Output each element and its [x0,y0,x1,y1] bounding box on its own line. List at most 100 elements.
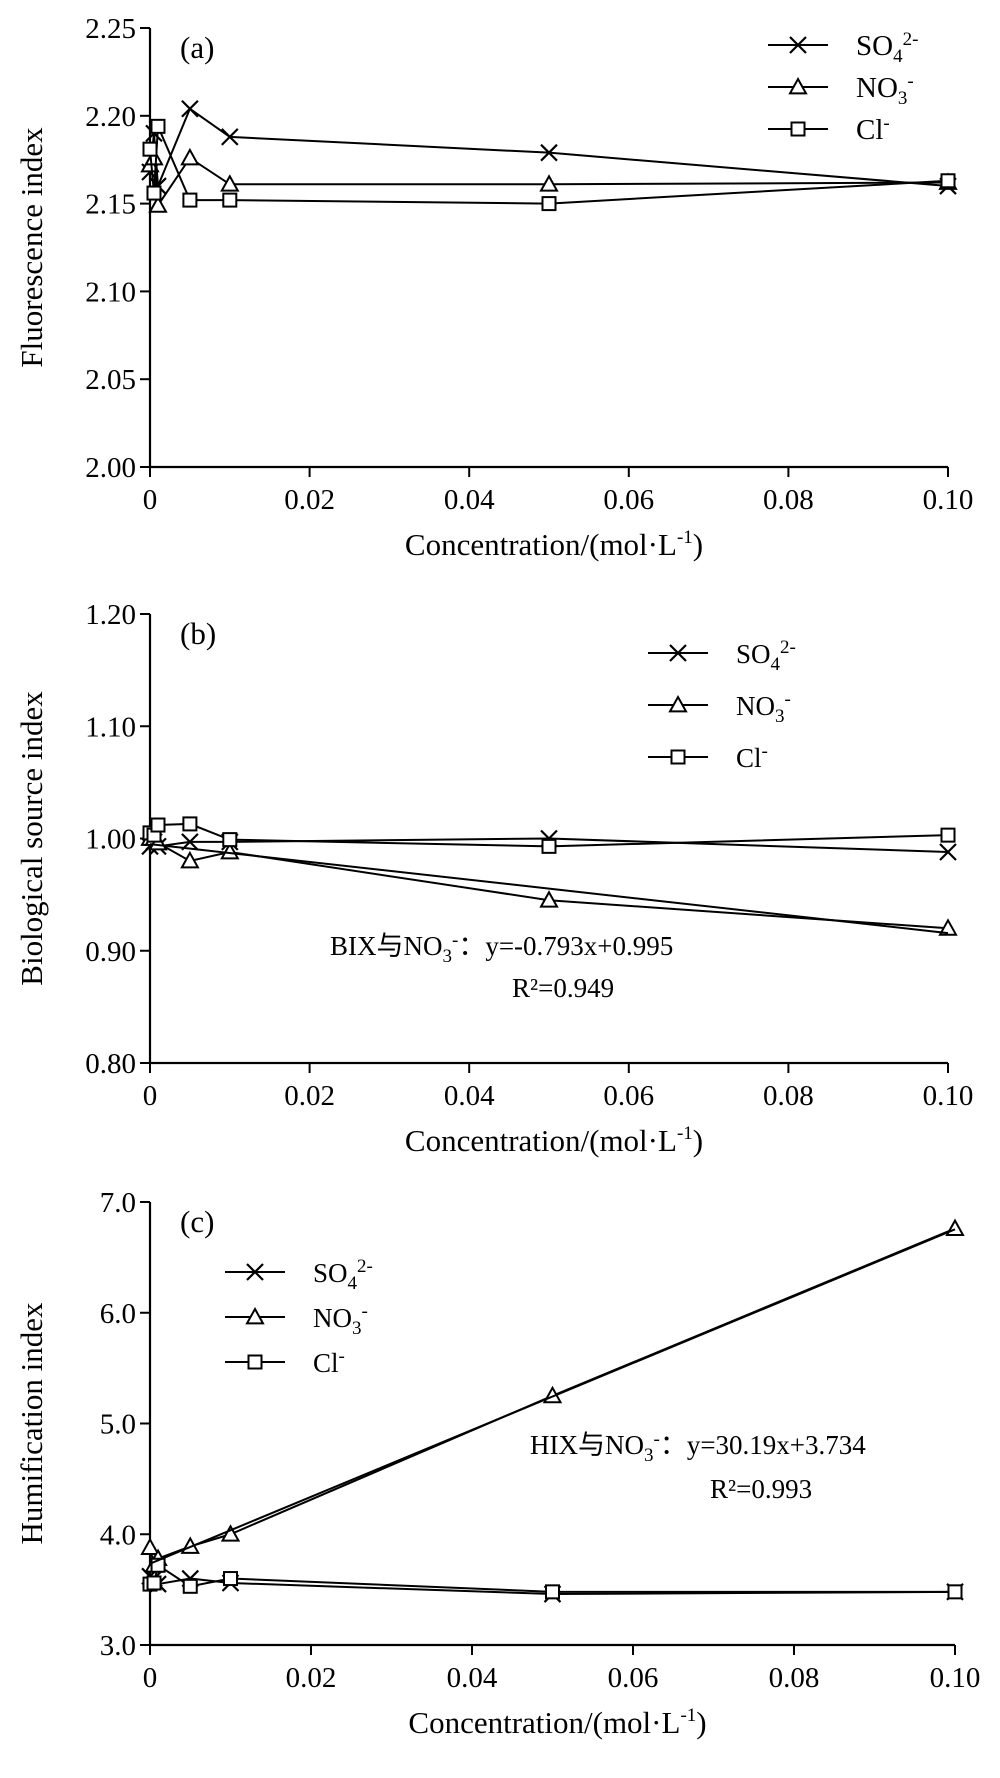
legend-label: SO42- [313,1256,373,1294]
regression-equation: HIX与NO3-：y=30.19x+3.734 [530,1429,866,1466]
y-tick-label: 3.0 [100,1630,136,1662]
data-point-triangle [220,174,240,192]
data-point-square [182,192,198,208]
x-tick-label: 0.08 [763,484,814,516]
legend-label: Cl- [736,741,768,773]
x-tick-label: 0.10 [923,484,974,516]
y-tick-label: 1.20 [85,599,136,631]
panel-c: 3.0 4.0 5.0 6.0 7.0 0 0.02 0.04 0.06 0.08 0.10 Conc… [14,1187,980,1740]
data-point-x [540,143,558,162]
legend-marker-triangle [788,76,808,95]
y-tick-label: 0.80 [85,1048,136,1080]
data-point-square [223,1571,238,1587]
legend-label: Cl- [313,1346,345,1378]
panel-b: 0.80 0.90 1.00 1.10 1.20 0 0.02 0.04 0.06 0.08 0.1… [14,599,973,1158]
data-point-square [182,1578,198,1594]
data-point-square [541,838,557,854]
legend-marker-square [247,1354,263,1370]
data-point-square [541,196,557,212]
y-axis-title: Humification index [14,1302,49,1544]
data-point-triangle [945,1218,965,1236]
data-point-square [940,173,956,189]
y-tick-label: 2.00 [85,452,136,484]
legend-label: NO3- [313,1301,368,1339]
x-tick-label: 0.04 [447,1662,498,1694]
x-tick-label: 0.06 [603,1080,654,1112]
y-tick-label: 4.0 [100,1519,136,1551]
data-point-triangle [180,850,200,869]
legend-marker-x [246,1263,264,1281]
x-axis-title: Concentration/(mol·L-1) [408,1705,706,1740]
data-point-square [150,817,166,833]
x-tick-label: 0 [143,1080,158,1112]
r-squared: R²=0.949 [512,973,614,1003]
legend: SO42- NO3- Cl- [225,1256,373,1378]
x-axis-title: Concentration/(mol·L-1) [405,527,703,562]
legend-label: NO3- [856,71,914,109]
data-point-square [150,118,166,134]
r-squared: R²=0.993 [710,1474,812,1504]
x-tick-label: 0.10 [930,1662,981,1694]
data-point-square [146,1575,162,1591]
legend-label: Cl- [856,113,890,146]
y-tick-label: 1.00 [85,824,136,856]
data-point-square [222,192,238,208]
legend-marker-x [789,36,807,54]
panel-a: 2.00 2.05 2.10 2.15 2.20 2.25 0 0.02 0.04 0.06 0.0… [14,13,973,562]
y-tick-label: 2.15 [85,189,136,221]
x-tick-label: 0.08 [763,1080,814,1112]
data-point-x [939,843,957,861]
data-point-triangle [938,918,958,936]
x-tick-label: 0.06 [608,1662,659,1694]
y-tick-label: 2.25 [85,13,136,45]
data-point-x [221,128,239,146]
data-point-square [545,1584,560,1600]
fit-line [149,1228,956,1565]
panel-label: (b) [180,616,216,651]
data-point-triangle [220,1524,241,1542]
data-point-square [940,827,956,843]
legend-marker-triangle [668,694,688,713]
y-tick-label: 7.0 [100,1187,136,1219]
x-tick-label: 0.02 [284,1080,335,1112]
x-tick-label: 0.06 [603,484,654,516]
data-point-square [222,832,238,848]
legend-label: SO42- [736,637,796,675]
legend-label: SO42- [856,29,918,67]
x-tick-label: 0 [143,484,158,516]
data-point-x [181,99,199,118]
legend-marker-x [669,644,687,662]
x-tick-label: 0.04 [444,484,495,516]
data-point-square [146,185,162,201]
panel-label: (c) [180,1204,214,1239]
panel-label: (a) [180,30,214,65]
legend: SO42- NO3- Cl- [768,29,918,146]
x-tick-label: 0.02 [284,484,335,516]
y-axis-title: Fluorescence index [14,127,49,368]
data-point-square [142,141,158,157]
x-tick-label: 0.04 [444,1080,495,1112]
y-tick-label: 5.0 [100,1409,136,1441]
legend-marker-square [790,121,806,137]
legend-label: NO3- [736,689,791,727]
regression-equation: BIX与NO3-：y=-0.793x+0.995 [330,930,673,967]
y-tick-label: 1.10 [85,711,136,743]
y-axis-title: Biological source index [14,691,49,986]
x-tick-label: 0.10 [923,1080,974,1112]
data-point-triangle [220,841,240,860]
legend-marker-triangle [245,1306,265,1325]
data-point-triangle [148,195,168,213]
y-tick-label: 2.20 [85,101,136,133]
data-point-square [182,816,198,832]
y-tick-label: 0.90 [85,936,136,968]
data-point-square [947,1584,963,1600]
data-point-triangle [140,1537,160,1555]
fit-line [149,843,949,935]
x-axis-title: Concentration/(mol·L-1) [405,1123,703,1158]
legend: SO42- NO3- Cl- [648,637,796,773]
legend-marker-square [670,749,686,765]
data-point-triangle [539,174,559,192]
x-tick-label: 0 [143,1662,158,1694]
x-tick-label: 0.02 [286,1662,337,1694]
